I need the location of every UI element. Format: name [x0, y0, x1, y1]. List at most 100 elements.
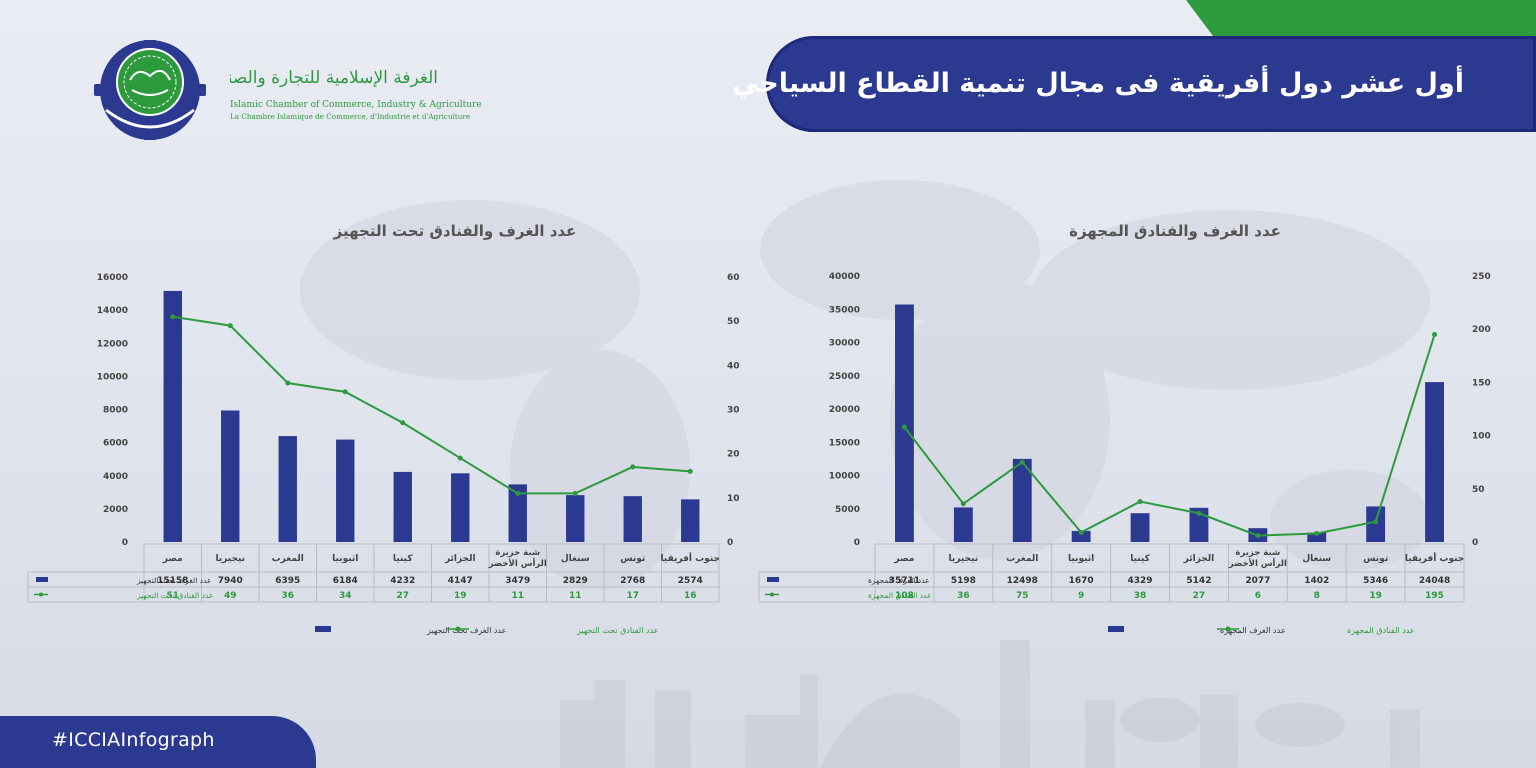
series-line [172, 315, 691, 495]
bar [1307, 532, 1327, 542]
y-right-tick-label: 40 [727, 361, 740, 371]
y-left-tick-label: 10000 [829, 472, 860, 482]
category-label: شبة جزيرة [1235, 548, 1280, 558]
table-bar-value: 4232 [390, 576, 415, 586]
table-bar-value: 24048 [1419, 576, 1450, 586]
line-point [687, 468, 693, 474]
category-label: سنغال [561, 554, 590, 564]
bar [681, 499, 700, 542]
table-line-value: 195 [1425, 591, 1444, 601]
table-line-value: 17 [626, 591, 639, 601]
line-point [457, 455, 463, 461]
bar [1425, 382, 1444, 542]
y-right-tick-label: 250 [1472, 272, 1491, 282]
table-line-value: 9 [1078, 591, 1084, 601]
y-left-tick-label: 8000 [103, 406, 128, 416]
table-bar-swatch [36, 577, 48, 582]
y-left-tick-label: 25000 [829, 372, 860, 382]
bar [221, 410, 240, 542]
table-line-value: 38 [1134, 591, 1147, 601]
table-line-value: 16 [684, 591, 697, 601]
y-left-tick-label: 20000 [829, 405, 860, 415]
icci-seal-logo-icon [94, 38, 206, 142]
table-line-value: 19 [1369, 591, 1382, 601]
legend-bar-swatch [1108, 626, 1124, 632]
table-line-value: 36 [281, 591, 294, 601]
y-left-tick-label: 6000 [103, 439, 128, 449]
legend-line-label: عدد الفنادق تحت التجهيز [576, 626, 659, 635]
legend-line-dot [455, 626, 461, 632]
legend-bar-label: عدد الغرف تحت التجهيز [426, 626, 506, 635]
table-line-value: 6 [1255, 591, 1261, 601]
table-bar-value: 2574 [678, 576, 703, 586]
line-point [227, 323, 233, 329]
y-right-tick-label: 150 [1472, 378, 1491, 388]
y-right-tick-label: 30 [727, 406, 740, 416]
category-label: جنوب أفريقيا [1405, 552, 1464, 564]
table-bar-value: 7940 [218, 576, 243, 586]
category-label: الجزائر [1183, 554, 1215, 564]
table-line-value: 11 [569, 591, 582, 601]
table-bar-value: 5142 [1186, 576, 1211, 586]
line-point [342, 389, 348, 395]
category-label: الرأس الأخضر [488, 557, 547, 569]
bar [278, 436, 297, 542]
y-left-tick-label: 15000 [829, 438, 860, 448]
bar [1071, 530, 1091, 542]
line-point [515, 490, 521, 496]
table-line-value: 27 [1193, 591, 1206, 601]
y-right-tick-label: 0 [1472, 538, 1478, 548]
bar [953, 507, 973, 542]
table-bar-value: 5198 [951, 576, 976, 586]
category-label: اثيوبيا [332, 554, 358, 564]
table-series-label: عدد الفنادق المجهزة [868, 591, 931, 600]
y-right-tick-label: 50 [1472, 485, 1485, 495]
bar [508, 484, 527, 542]
y-right-tick-label: 60 [727, 273, 740, 283]
category-label: الرأس الأخضر [1228, 557, 1287, 569]
legend-line-label: عدد الفنادق المجهزة [1347, 626, 1415, 635]
table-bar-value: 12498 [1007, 576, 1038, 586]
y-left-tick-label: 35000 [829, 305, 860, 315]
chart-title-under-construction: عدد الغرف والفنادق تحت التجهيز [333, 222, 577, 240]
table-bar-value: 1670 [1069, 576, 1094, 586]
category-label: المغرب [272, 554, 304, 564]
y-left-tick-label: 14000 [97, 306, 128, 316]
org-name-arabic: الغرفة الإسلامية للتجارة والصناعة والزرا… [230, 68, 438, 88]
y-left-tick-label: 0 [122, 538, 128, 548]
line-point [630, 464, 636, 470]
category-label: الجزائر [444, 554, 476, 564]
line-point [1196, 510, 1202, 516]
category-label: كينيا [1130, 554, 1150, 564]
y-left-tick-label: 10000 [97, 372, 128, 382]
table-series-label: عدد الفنادق تحت التجهيز [136, 591, 213, 600]
line-point [1137, 499, 1143, 505]
bar [895, 304, 914, 542]
table-series-label: عدد الغرف تحت التجهيز [136, 576, 211, 585]
table-bar-value: 1402 [1304, 576, 1329, 586]
category-label: المغرب [1006, 554, 1038, 564]
bar [1012, 458, 1032, 542]
table-bar-value: 4329 [1128, 576, 1153, 586]
y-left-tick-label: 2000 [103, 505, 128, 515]
table-line-swatch-dot [770, 592, 774, 597]
table-bar-value: 4147 [448, 576, 473, 586]
category-label: جنوب أفريقيا [661, 552, 720, 564]
line-point [1314, 530, 1320, 536]
bar [1130, 513, 1150, 542]
y-left-tick-label: 16000 [97, 273, 128, 283]
line-point [170, 314, 176, 320]
category-label: مصر [162, 554, 183, 564]
y-right-tick-label: 100 [1472, 432, 1491, 442]
y-left-tick-label: 30000 [829, 339, 860, 349]
hashtag-tab: #ICCIAInfograph [0, 716, 316, 768]
legend-line-dot [1225, 626, 1231, 632]
table-line-value: 19 [454, 591, 467, 601]
bar [1189, 507, 1209, 542]
table-bar-swatch [767, 577, 779, 582]
y-left-tick-label: 5000 [835, 505, 860, 515]
line-point [1078, 529, 1084, 535]
bar [163, 290, 182, 542]
category-label: شبة جزيرة [495, 548, 540, 558]
